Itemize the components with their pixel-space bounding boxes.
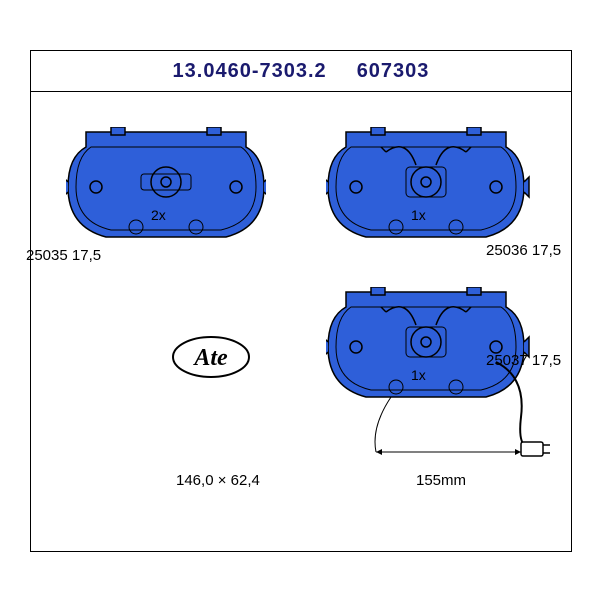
header-bar: 13.0460-7303.2 607303 [31,51,571,92]
frame: 13.0460-7303.2 607303 [30,50,572,552]
svg-text:Ate: Ate [192,345,228,371]
qty-b: 1x [411,207,426,223]
brake-pad-b [326,127,536,247]
part-number: 13.0460-7303.2 [173,60,327,83]
brand-logo: Ate [171,332,251,390]
brake-pad-a [66,127,266,247]
qty-c: 1x [411,367,426,383]
part-code: 607303 [357,60,430,83]
label-c: 25037 17,5 [486,352,561,369]
label-a: 25035 17,5 [26,247,101,264]
qty-a: 2x [151,207,166,223]
dim-pad: 146,0 × 62,4 [176,472,260,489]
diagram-area: 2x [31,92,571,552]
product-diagram: 13.0460-7303.2 607303 [0,0,600,600]
brake-pad-c [326,287,556,467]
dim-wire: 155mm [416,472,466,489]
label-b: 25036 17,5 [486,242,561,259]
